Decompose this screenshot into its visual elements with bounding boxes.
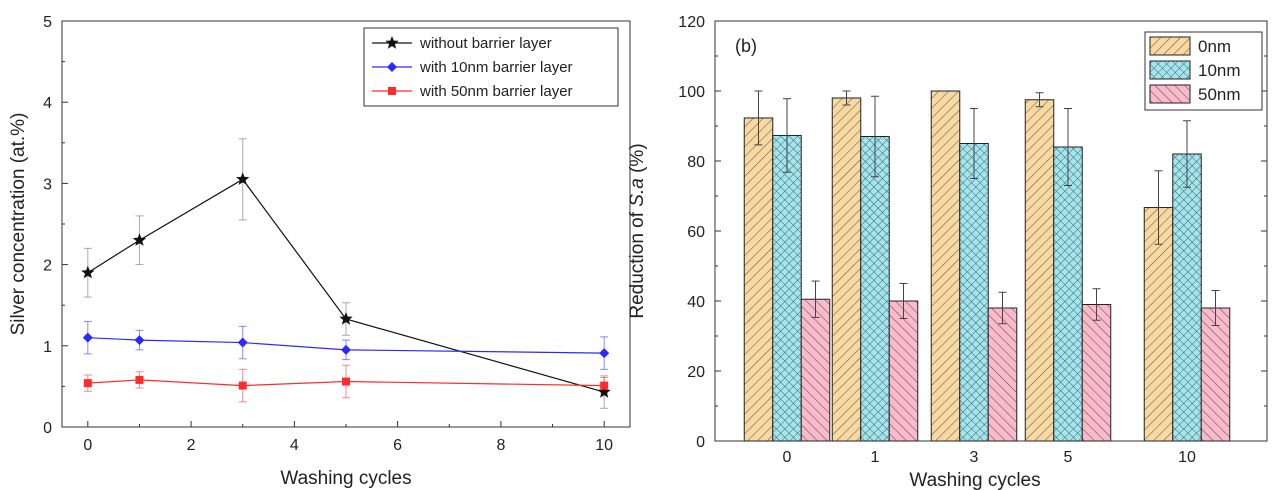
left-axis-ticks: 0 1 2 3 4 5 0 2 4 6 8 10 <box>43 14 613 454</box>
left-data-point <box>82 332 93 343</box>
right-y-tick-label: 20 <box>687 364 705 381</box>
right-bar <box>959 143 989 442</box>
right-legend-swatch <box>1149 84 1191 104</box>
left-x-tick-label: 8 <box>496 437 505 454</box>
left-legend-label: without barrier layer <box>419 35 552 52</box>
left-data-point <box>342 377 350 386</box>
right-legend-label: 50nm <box>1198 85 1241 104</box>
left-x-tick-label: 6 <box>393 437 402 454</box>
left-data-point <box>81 265 95 279</box>
left-chart: 0 1 2 3 4 5 0 2 4 6 8 10 Washing cycles Silver conc… <box>8 14 631 489</box>
left-x-axis-label: Washing cycles <box>280 468 411 489</box>
right-bar <box>987 307 1018 442</box>
right-error-bars <box>754 90 1220 326</box>
left-data-point <box>83 379 92 388</box>
left-error-bars <box>83 138 609 409</box>
right-y-axis-label-suffix: (%) <box>627 143 648 178</box>
left-data-point <box>339 312 353 325</box>
left-data-point <box>134 335 145 346</box>
right-x-axis-label: Washing cycles <box>909 470 1040 490</box>
left-y-tick-label: 1 <box>43 339 52 356</box>
right-bar <box>831 97 862 442</box>
right-x-tick-label: 3 <box>970 449 979 466</box>
left-data-point <box>237 337 248 348</box>
right-bar <box>888 300 919 442</box>
left-data-point <box>600 381 609 390</box>
right-panel-label: (b) <box>735 36 757 56</box>
right-bar <box>800 298 831 442</box>
left-legend-label: with 10nm barrier layer <box>419 59 573 76</box>
right-axis-ticks: 0 20 40 60 80 100 120 0 1 3 5 10 <box>678 14 1267 466</box>
right-y-tick-label: 40 <box>687 294 705 311</box>
right-y-axis-label: Reduction of S.a (%) <box>627 143 648 318</box>
right-x-tick-label: 10 <box>1178 449 1196 466</box>
right-y-tick-label: 100 <box>678 84 705 101</box>
left-y-axis-label: Silver concentration (at.%) <box>8 113 29 336</box>
left-legend-marker <box>385 36 399 49</box>
left-legend-marker <box>387 62 397 72</box>
left-series-lines <box>87 178 605 393</box>
left-y-tick-label: 4 <box>43 95 52 112</box>
right-bar <box>772 134 802 442</box>
left-series-markers <box>81 172 611 398</box>
right-y-tick-label: 0 <box>696 434 705 451</box>
right-x-tick-label: 0 <box>783 449 792 466</box>
right-y-tick-label: 60 <box>687 224 705 241</box>
right-bar <box>1053 146 1083 442</box>
right-bar <box>743 117 774 442</box>
right-bars <box>743 90 1231 442</box>
right-x-tick-label: 5 <box>1064 449 1073 466</box>
right-bar <box>1172 153 1202 442</box>
right-bar <box>1200 307 1231 442</box>
right-y-tick-label: 120 <box>678 14 705 31</box>
left-x-tick-label: 10 <box>595 437 613 454</box>
right-legend-swatch <box>1149 36 1191 56</box>
right-legend: 0nm 10nm 50nm <box>1144 31 1263 111</box>
right-bar <box>930 90 961 442</box>
right-chart: 0 20 40 60 80 100 120 0 1 3 5 10 (b) Washing cycles… <box>627 14 1268 490</box>
left-y-tick-label: 2 <box>43 258 52 275</box>
right-bar <box>860 136 890 442</box>
left-legend: without barrier layer with 10nm barrier l… <box>363 27 619 107</box>
right-legend-swatch <box>1149 60 1191 80</box>
left-x-tick-label: 2 <box>187 437 196 454</box>
right-y-axis-label-italic: S.a <box>627 178 648 207</box>
left-series-line <box>87 178 605 393</box>
right-bar <box>1143 207 1174 442</box>
left-data-point <box>597 385 611 398</box>
right-bar <box>1081 304 1112 442</box>
right-x-tick-label: 1 <box>871 449 880 466</box>
left-y-tick-label: 3 <box>43 176 52 193</box>
left-legend-label: with 50nm barrier layer <box>419 83 573 100</box>
left-legend-marker <box>388 87 396 95</box>
right-legend-label: 10nm <box>1198 61 1241 80</box>
right-bar <box>1024 99 1055 442</box>
right-y-axis-label-prefix: Reduction of <box>627 207 648 319</box>
left-data-point <box>236 172 250 185</box>
left-data-point <box>132 233 147 246</box>
left-y-tick-label: 5 <box>43 14 52 31</box>
left-x-tick-label: 4 <box>290 437 299 454</box>
right-y-tick-label: 80 <box>687 154 705 171</box>
left-data-point <box>238 381 247 390</box>
left-x-tick-label: 0 <box>83 437 92 454</box>
left-y-tick-label: 0 <box>43 420 52 437</box>
left-data-point <box>135 375 144 384</box>
right-legend-label: 0nm <box>1198 37 1231 56</box>
left-data-point <box>341 344 351 355</box>
left-data-point <box>599 348 610 359</box>
